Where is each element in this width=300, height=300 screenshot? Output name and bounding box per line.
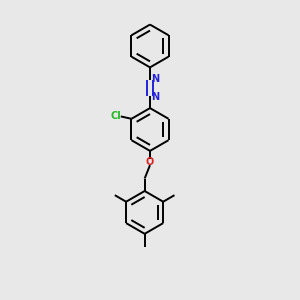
Text: Cl: Cl bbox=[111, 111, 122, 122]
Text: N: N bbox=[151, 92, 159, 102]
Text: N: N bbox=[151, 74, 159, 84]
Text: O: O bbox=[146, 157, 154, 167]
